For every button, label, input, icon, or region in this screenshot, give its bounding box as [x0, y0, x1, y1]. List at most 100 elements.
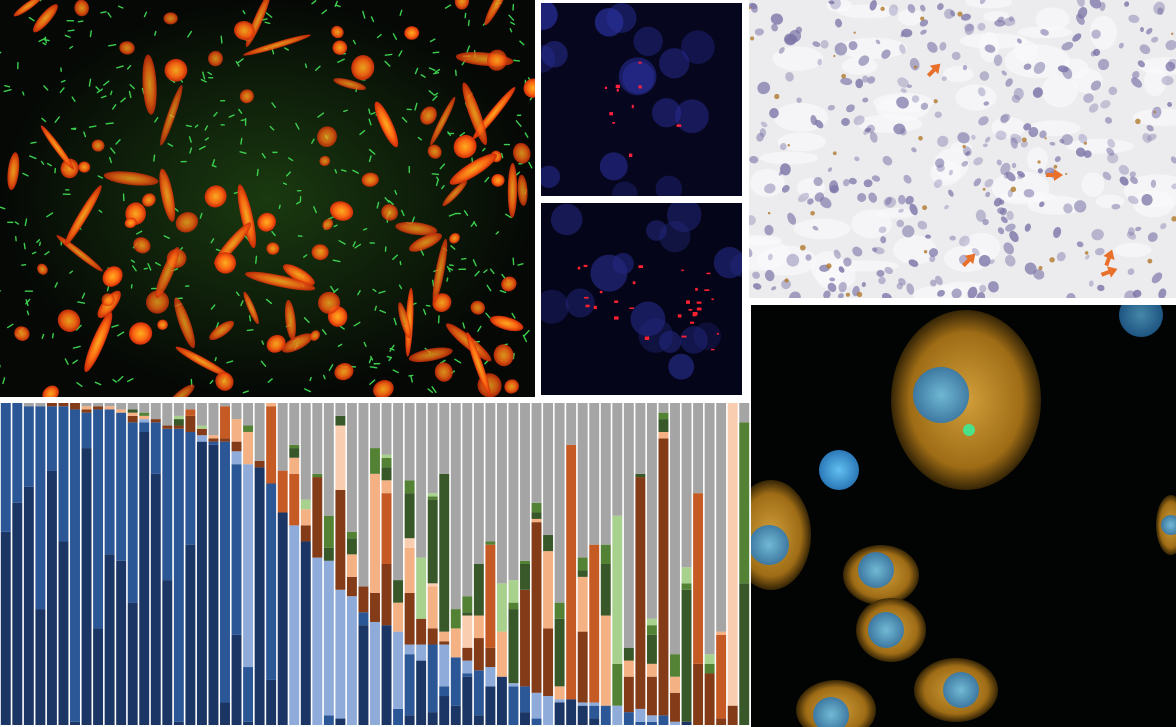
nucleus — [767, 253, 773, 261]
bacterium — [43, 38, 50, 42]
bar-segment — [566, 699, 577, 725]
bar-segment — [416, 644, 427, 661]
bar-segment — [623, 647, 634, 661]
bacterium — [370, 16, 375, 23]
nucleus — [820, 39, 829, 49]
cell — [74, 0, 89, 17]
bar-segment — [381, 564, 392, 626]
nucleus — [902, 225, 915, 238]
stain-granule — [826, 263, 832, 269]
nucleus — [1037, 168, 1043, 174]
stain-granule — [1049, 257, 1055, 263]
bar-segment — [520, 564, 530, 590]
nucleus — [928, 248, 938, 257]
bar-segment — [139, 415, 150, 420]
stain-granule — [1171, 216, 1176, 222]
bacterium — [54, 282, 58, 288]
bacterium — [499, 289, 507, 294]
bar-segment — [139, 422, 150, 432]
nucleus — [1063, 203, 1073, 214]
bar-segment — [531, 718, 542, 725]
nucleus — [760, 121, 768, 128]
bacterium — [372, 288, 377, 292]
nucleus — [876, 269, 885, 277]
bar-segment — [254, 403, 265, 461]
bar-segment — [462, 615, 473, 648]
bar-segment — [496, 583, 507, 632]
bar-segment — [727, 705, 738, 725]
cell — [512, 142, 531, 164]
bacterium — [242, 10, 246, 15]
bar-segment — [427, 586, 438, 629]
nucleus — [988, 281, 999, 293]
bar-segment — [589, 705, 600, 719]
bar-segment — [485, 647, 496, 668]
signal-dot — [584, 296, 589, 299]
nucleus — [944, 204, 949, 210]
signal-dot — [677, 314, 682, 318]
nucleus — [939, 42, 947, 51]
nucleus — [881, 292, 892, 298]
bacterium — [89, 30, 92, 38]
bacterium — [368, 357, 372, 364]
bar-segment — [300, 525, 311, 542]
bar-segment — [404, 493, 415, 539]
bacterium — [115, 139, 121, 145]
bar-segment — [716, 634, 727, 719]
nucleus — [1016, 38, 1022, 44]
bar-segment — [346, 576, 357, 597]
bar-segment — [381, 625, 392, 725]
bar-segment — [70, 409, 80, 722]
cell — [64, 185, 102, 246]
nucleus — [1061, 134, 1073, 146]
bar-segment — [646, 663, 657, 677]
nucleus — [984, 136, 991, 143]
bacterium — [392, 254, 399, 261]
nucleus — [941, 76, 947, 82]
bar-segment — [554, 702, 565, 725]
nucleus — [834, 18, 843, 28]
nucleus — [917, 220, 928, 230]
bacterium — [214, 356, 217, 362]
bar-segment — [462, 596, 473, 613]
bacterium — [51, 332, 54, 339]
stain-granule — [933, 99, 938, 104]
bacterium — [362, 10, 366, 19]
bar-segment — [35, 406, 46, 610]
bacterium — [368, 155, 372, 163]
nucleus — [1124, 290, 1137, 298]
bar-segment — [358, 586, 369, 613]
bacterium — [135, 230, 143, 235]
bacterium — [484, 359, 489, 365]
bar-segment — [300, 403, 311, 500]
bar-segment — [566, 444, 577, 700]
nucleus — [1091, 229, 1104, 241]
bar-segment — [496, 631, 507, 677]
bacterium — [59, 87, 65, 93]
cell — [449, 233, 460, 244]
nucleus — [814, 119, 824, 129]
bacterium — [436, 176, 440, 181]
bacterium — [428, 90, 435, 96]
nucleus — [909, 58, 920, 71]
bacterium — [388, 199, 394, 206]
nucleus — [646, 220, 667, 241]
nucleus — [907, 3, 916, 14]
nucleus — [757, 81, 771, 95]
bar-segment — [577, 576, 588, 632]
bacterium — [414, 102, 418, 111]
bar-segment — [139, 412, 150, 416]
bacterium — [434, 92, 439, 96]
nucleus — [1011, 94, 1021, 103]
bar-segment — [220, 438, 230, 442]
bar-segment — [427, 493, 438, 497]
cell — [160, 85, 183, 146]
nucleus — [827, 282, 837, 293]
nucleus — [911, 147, 917, 153]
bacterium — [463, 210, 469, 217]
bar-segment — [335, 415, 346, 426]
cell — [470, 300, 485, 315]
nucleus — [937, 289, 945, 297]
bacterium — [271, 102, 276, 109]
bacterium — [362, 228, 368, 231]
